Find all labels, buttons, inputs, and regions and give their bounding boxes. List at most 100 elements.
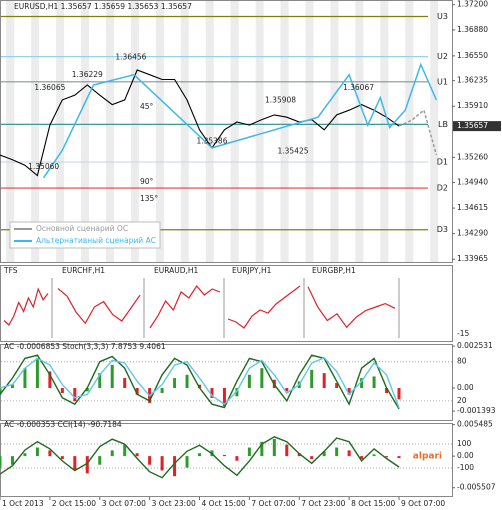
ac-bar [385,456,389,458]
ac-bar [48,450,52,457]
ac-bar [297,453,301,457]
x-tick-label: 1 Oct 2013 [2,499,44,508]
price-label: 1.36229 [72,70,103,79]
ac-bar [98,456,102,465]
ac-bar [285,444,289,457]
ac-bar [98,373,102,389]
ac-bar [222,454,226,457]
scenario-line [42,62,438,179]
ac-bar [185,374,189,389]
ac-bar [397,388,401,400]
ac-bar [23,368,27,389]
ac-bar [135,453,139,457]
level-label: U1 [437,77,448,86]
price-label: 1.35386 [196,136,227,145]
legend-label: Альтернативный сценарий АС [36,236,156,245]
ac-bar [60,456,64,459]
logo: alpari [413,452,442,462]
y-tick-label: -0.005507 [457,483,496,492]
ac-bar [260,368,264,389]
x-tick-label: 9 Oct 07:00 [401,499,445,508]
session-stripe [105,1,114,262]
ac-bar [360,456,364,459]
angle-label: 45° [140,102,154,111]
level-label: U3 [437,12,448,21]
current-price-label: 1.35657 [457,121,488,130]
ac-bar [160,388,164,393]
session-stripe [405,1,414,262]
level-label: D3 [437,225,448,234]
y-tick-label: 1.35260 [457,152,488,161]
ac-bar [123,378,127,389]
level-label: LB [438,120,448,129]
mini-line [57,288,141,325]
ac-bar [210,388,214,398]
ac-bar [198,453,202,457]
ac-bar [385,388,389,393]
y2-tick-label: 80 [457,357,467,366]
y-tick-label: 1.34290 [457,229,488,238]
session-stripe [155,1,164,262]
ac-bar [372,376,376,389]
mini-line [307,286,396,329]
ac-bar [85,456,89,474]
tfs-frame [0,265,453,342]
legend-label: Основной сценарий ОС [36,224,128,233]
y-tick-label: 0.00 [457,383,474,392]
ac-bar [235,456,239,461]
ac-bar [123,444,127,457]
angle-label: 90° [140,177,154,186]
ac-bar [110,364,114,389]
x-tick-label: 3 Oct 07:00 [102,499,146,508]
mini-title: EURGBP,H1 [312,266,356,275]
panel-title: AC -0.000353 CCI(14) -90.7184 [4,420,122,429]
y2-tick-label: 20 [457,396,467,405]
ac-bar [48,371,52,389]
price-label: 1.36065 [34,83,65,92]
ac-bar [0,456,2,468]
level-label: D1 [437,158,448,167]
ac-bar [372,454,376,457]
mini-title: EURCHF,H1 [62,266,105,275]
mini-title: EURJPY,H1 [232,266,272,275]
legend-box [9,221,161,249]
session-stripe [230,1,239,262]
session-stripe [330,1,339,262]
ac-bar [110,450,114,457]
session-stripe [180,1,189,262]
price-label: 1.35908 [265,95,296,104]
ac-bar [135,388,139,395]
scenario-line [398,108,438,156]
level-label: U2 [437,52,448,61]
ac-bar [85,388,89,392]
ac-bar [285,388,289,392]
stoch-frame [0,344,453,421]
ac-bar [260,441,264,457]
y-tick-label: 0.005485 [457,420,493,429]
x-tick-label: 8 Oct 15:00 [351,499,395,508]
session-stripe [255,1,264,262]
ac-bar [272,438,276,457]
ac-bar [335,447,339,457]
y-tick-label: 0.00 [457,451,474,460]
y2-tick-label: 100 [457,439,472,448]
ac-bar [310,456,314,459]
price-label: 1.35425 [278,146,309,155]
current-price-box [453,121,501,132]
price-label: 1.36067 [343,83,374,92]
oscillator-line [0,356,400,409]
ac-bar [35,447,39,457]
y-tick-label: 1.36550 [457,51,488,60]
ac-bar [347,388,351,395]
ac-bar [322,451,326,457]
y2-tick-label: -100 [457,463,474,472]
y-tick-label: 1.33965 [457,254,488,263]
session-stripe [280,1,289,262]
x-tick-label: 2 Oct 15:00 [52,499,96,508]
session-stripe [355,1,364,262]
session-stripe [430,1,439,262]
x-tick-label: 4 Oct 15:00 [202,499,246,508]
y-tick-label: 1.34615 [457,203,488,212]
